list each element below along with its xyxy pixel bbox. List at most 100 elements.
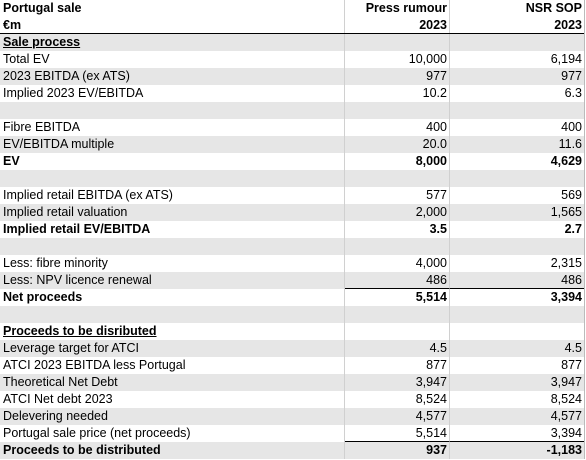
row-label: Delevering needed	[0, 408, 345, 425]
row-label	[0, 238, 345, 255]
table-row: 2023 EBITDA (ex ATS) 977 977	[0, 68, 584, 85]
column-name: Press rumour	[345, 0, 450, 17]
cell-value: 486	[450, 272, 584, 289]
table-row: Implied retail EV/EBITDA 3.5 2.7	[0, 221, 584, 238]
row-label: Leverage target for ATCI	[0, 340, 345, 357]
cell-value: 2,315	[550, 256, 582, 270]
table-row: EV/EBITDA multiple 20.0 11.6	[0, 136, 584, 153]
column-year: 2023	[345, 17, 450, 33]
row-label: ATCI 2023 EBITDA less Portugal	[0, 357, 345, 374]
cell-value: 8,000	[345, 153, 450, 170]
cell-value	[345, 323, 450, 340]
cell-value: 3,947	[550, 375, 582, 389]
row-label	[0, 102, 345, 119]
table-row: Portugal sale price (net proceeds) 5,514 3…	[0, 425, 584, 442]
cell-value	[345, 238, 450, 255]
table-row: ATCI Net debt 2023 8,524 8,524	[0, 391, 584, 408]
cell-value: 400	[345, 119, 450, 136]
row-label	[0, 306, 345, 323]
cell-value	[345, 170, 450, 187]
cell-value	[450, 102, 584, 119]
cell-value	[450, 306, 584, 323]
table-row	[0, 170, 584, 187]
row-label: Less: NPV licence renewal	[0, 272, 345, 289]
cell-value: 5,514	[345, 289, 450, 306]
cell-value	[345, 102, 450, 119]
row-label: Theoretical Net Debt	[0, 374, 345, 391]
title: Portugal sale	[0, 0, 345, 17]
cell-value: 877	[561, 358, 582, 372]
row-label: Sale process	[0, 34, 345, 51]
table-row: Leverage target for ATCI 4.5 4.5	[0, 340, 584, 357]
row-label: EV/EBITDA multiple	[0, 136, 345, 153]
cell-value: 977	[345, 68, 450, 85]
row-label: Proceeds to be disributed	[0, 323, 345, 340]
cell-value: 4.5	[345, 340, 450, 357]
cell-value: 3,394	[450, 425, 584, 442]
table-row: Implied 2023 EV/EBITDA 10.2 6.3	[0, 85, 584, 102]
column-year: 2023	[554, 18, 582, 32]
header-row: €m 2023 2023	[0, 17, 584, 34]
row-label: Implied retail valuation	[0, 204, 345, 221]
table-row: Theoretical Net Debt 3,947 3,947	[0, 374, 584, 391]
cell-value: 4,000	[345, 255, 450, 272]
table-row: Proceeds to be distributed 937 -1,183	[0, 442, 584, 459]
cell-value: 577	[345, 187, 450, 204]
cell-value: 1,565	[550, 205, 582, 219]
cell-value	[450, 238, 584, 255]
cell-value: 977	[561, 69, 582, 83]
row-label: Net proceeds	[0, 289, 345, 306]
table-row	[0, 306, 584, 323]
cell-value: 6.3	[564, 86, 582, 100]
unit: €m	[0, 17, 345, 33]
table-row: Proceeds to be disributed	[0, 323, 584, 340]
cell-value: 3.5	[345, 221, 450, 238]
row-label: Implied 2023 EV/EBITDA	[0, 85, 345, 102]
header-row: Portugal sale Press rumour NSR SOP	[0, 0, 584, 17]
row-label: Less: fibre minority	[0, 255, 345, 272]
row-label: Fibre EBITDA	[0, 119, 345, 136]
cell-value: 486	[345, 272, 450, 289]
cell-value: 4,577	[345, 408, 450, 425]
cell-value: 10.2	[345, 85, 450, 102]
cell-value: 3,394	[550, 290, 582, 304]
row-label: 2023 EBITDA (ex ATS)	[0, 68, 345, 85]
table-row: ATCI 2023 EBITDA less Portugal 877 877	[0, 357, 584, 374]
cell-value: 4,629	[550, 154, 582, 168]
cell-value: 2.7	[564, 222, 582, 236]
cell-value: -1,183	[546, 443, 582, 457]
table-row: EV 8,000 4,629	[0, 153, 584, 170]
table-row: Less: fibre minority 4,000 2,315	[0, 255, 584, 272]
cell-value	[450, 323, 584, 340]
cell-value: 10,000	[345, 51, 450, 68]
cell-value: 937	[345, 442, 450, 459]
cell-value: 8,524	[345, 391, 450, 408]
cell-value: 569	[561, 188, 582, 202]
row-label: Portugal sale price (net proceeds)	[0, 425, 345, 442]
cell-value: 3,947	[345, 374, 450, 391]
cell-value: 20.0	[345, 136, 450, 153]
cell-value: 4.5	[564, 341, 582, 355]
row-label: Implied retail EV/EBITDA	[0, 221, 345, 238]
cell-value	[345, 306, 450, 323]
row-label: EV	[0, 153, 345, 170]
table-row: Implied retail EBITDA (ex ATS) 577 569	[0, 187, 584, 204]
table-row: Total EV 10,000 6,194	[0, 51, 584, 68]
cell-value	[345, 34, 450, 51]
row-label: Total EV	[0, 51, 345, 68]
table-row	[0, 238, 584, 255]
cell-value: 5,514	[345, 425, 450, 442]
cell-value: 6,194	[550, 52, 582, 66]
cell-value: 400	[561, 120, 582, 134]
cell-value: 11.6	[558, 137, 582, 151]
table-row: Fibre EBITDA 400 400	[0, 119, 584, 136]
row-label: Proceeds to be distributed	[0, 442, 345, 459]
column-name: NSR SOP	[525, 1, 582, 15]
row-label	[0, 170, 345, 187]
table-row: Net proceeds 5,514 3,394	[0, 289, 584, 306]
row-label: Implied retail EBITDA (ex ATS)	[0, 187, 345, 204]
cell-value: 877	[345, 357, 450, 374]
table-row: Delevering needed 4,577 4,577	[0, 408, 584, 425]
